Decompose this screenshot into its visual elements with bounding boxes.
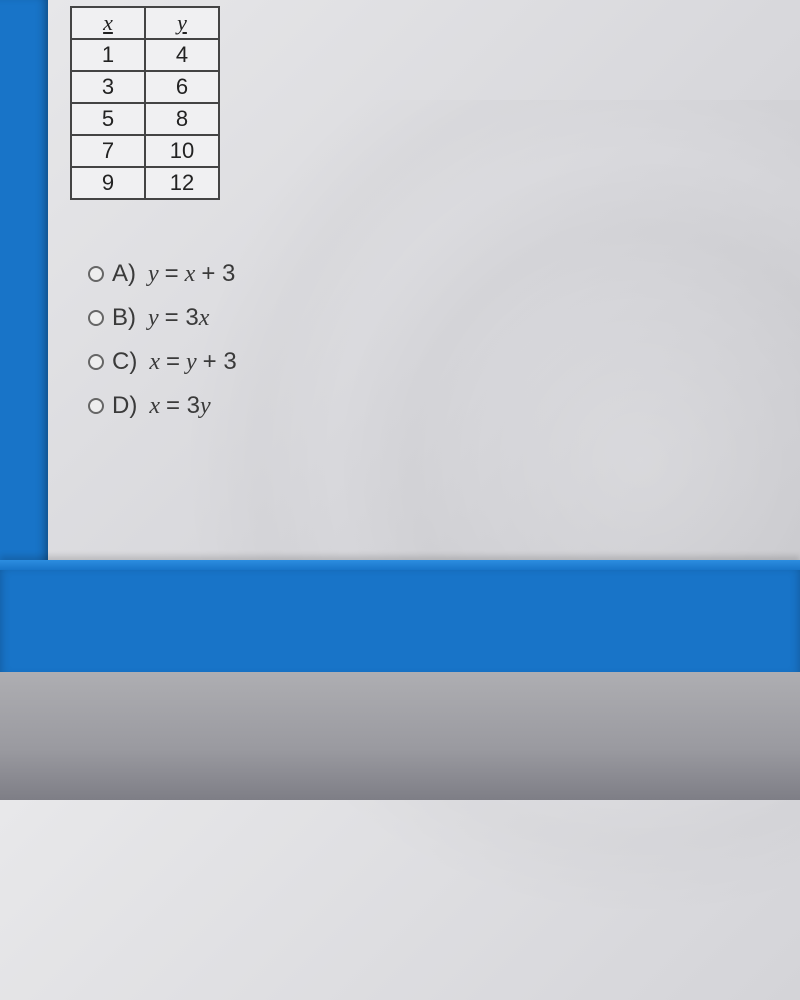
question-content: x y 1 4 3 6 5 8 7 10 9 12: [70, 0, 770, 436]
col-header-x: x: [71, 7, 145, 39]
col-header-y: y: [145, 7, 219, 39]
cell-y: 8: [145, 103, 219, 135]
table-row: 3 6: [71, 71, 219, 103]
option-a[interactable]: A) y = x + 3: [88, 260, 770, 288]
option-expression: y = 3x: [148, 304, 209, 332]
left-blue-sidebar: [0, 0, 48, 580]
cell-x: 7: [71, 135, 145, 167]
desk-surface: [0, 672, 800, 800]
radio-icon[interactable]: [88, 266, 104, 282]
option-letter: B): [112, 304, 136, 332]
table-row: 5 8: [71, 103, 219, 135]
option-expression: x = 3y: [149, 392, 210, 420]
radio-icon[interactable]: [88, 310, 104, 326]
option-letter: C): [112, 348, 137, 376]
bottom-blue-band: [0, 560, 800, 672]
cell-x: 9: [71, 167, 145, 199]
option-letter: A): [112, 260, 136, 288]
cell-y: 12: [145, 167, 219, 199]
option-expression: x = y + 3: [149, 348, 236, 376]
cell-y: 6: [145, 71, 219, 103]
option-d[interactable]: D) x = 3y: [88, 392, 770, 420]
table-header-row: x y: [71, 7, 219, 39]
answer-options: A) y = x + 3 B) y = 3x C) x = y + 3 D) x…: [88, 260, 770, 420]
xy-table: x y 1 4 3 6 5 8 7 10 9 12: [70, 6, 220, 200]
cell-y: 10: [145, 135, 219, 167]
option-letter: D): [112, 392, 137, 420]
cell-x: 1: [71, 39, 145, 71]
radio-icon[interactable]: [88, 354, 104, 370]
option-b[interactable]: B) y = 3x: [88, 304, 770, 332]
table-row: 9 12: [71, 167, 219, 199]
table-row: 7 10: [71, 135, 219, 167]
table-row: 1 4: [71, 39, 219, 71]
option-c[interactable]: C) x = y + 3: [88, 348, 770, 376]
cell-x: 5: [71, 103, 145, 135]
option-expression: y = x + 3: [148, 260, 235, 288]
cell-x: 3: [71, 71, 145, 103]
radio-icon[interactable]: [88, 398, 104, 414]
cell-y: 4: [145, 39, 219, 71]
